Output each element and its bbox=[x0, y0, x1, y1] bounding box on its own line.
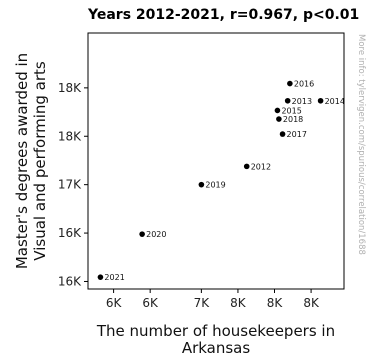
x-tick-label: 6K bbox=[142, 296, 159, 310]
data-point bbox=[198, 181, 205, 188]
y-axis: 16K 16K 17K 18K 18K bbox=[58, 81, 88, 288]
y-tick-label: 16K bbox=[58, 226, 82, 240]
data-point bbox=[317, 97, 324, 104]
x-tick-label: 7K bbox=[194, 296, 211, 310]
plot-area bbox=[87, 32, 345, 290]
data-point-label: 2020 bbox=[146, 230, 166, 239]
data-point bbox=[276, 116, 282, 122]
x-tick-label: 8K bbox=[230, 296, 247, 310]
data-point-label: 2015 bbox=[281, 106, 301, 115]
data-point bbox=[287, 80, 293, 87]
data-point-label: 2018 bbox=[283, 115, 303, 124]
data-point bbox=[97, 274, 104, 280]
x-tick-label: 6K bbox=[106, 296, 123, 310]
source-watermark: More info: tylervigen.com/spurious/corre… bbox=[354, 34, 368, 290]
data-point-label: 2019 bbox=[205, 181, 225, 190]
data-point-label: 2012 bbox=[251, 162, 271, 171]
y-axis-title-line: Master's degrees awarded in bbox=[13, 53, 31, 269]
y-tick-label: 18K bbox=[58, 81, 82, 95]
data-point bbox=[284, 97, 291, 104]
x-tick-label: 8K bbox=[303, 296, 320, 310]
data-point bbox=[279, 131, 286, 137]
x-axis-title-line: Arkansas bbox=[182, 339, 251, 357]
y-axis-title-line: Visual and performing arts bbox=[31, 61, 49, 261]
data-point-label: 2017 bbox=[287, 130, 307, 139]
data-point bbox=[274, 107, 281, 114]
data-points: 2012 2013 2014 2015 2016 2017 2018 2019 2020 2021 bbox=[97, 80, 345, 282]
data-point bbox=[139, 231, 145, 237]
y-axis-title: Master's degrees awarded in Visual and pe… bbox=[13, 53, 49, 269]
x-axis-title-line: The number of housekeepers in bbox=[96, 322, 335, 340]
data-point-label: 2013 bbox=[292, 97, 312, 106]
data-point-label: 2021 bbox=[104, 273, 124, 282]
x-tick-label: 8K bbox=[267, 296, 284, 310]
data-point-label: 2016 bbox=[294, 80, 314, 89]
y-tick-label: 17K bbox=[58, 178, 82, 192]
watermark-text: More info: tylervigen.com/spurious/corre… bbox=[356, 34, 366, 255]
data-point bbox=[243, 163, 250, 170]
y-tick-label: 16K bbox=[58, 274, 82, 288]
y-tick-label: 18K bbox=[58, 129, 82, 143]
chart-title: Years 2012-2021, r=0.967, p<0.01 bbox=[88, 7, 360, 23]
data-point-label: 2014 bbox=[325, 97, 345, 106]
x-axis: 6K 6K 7K 8K 8K 8K bbox=[106, 289, 320, 310]
